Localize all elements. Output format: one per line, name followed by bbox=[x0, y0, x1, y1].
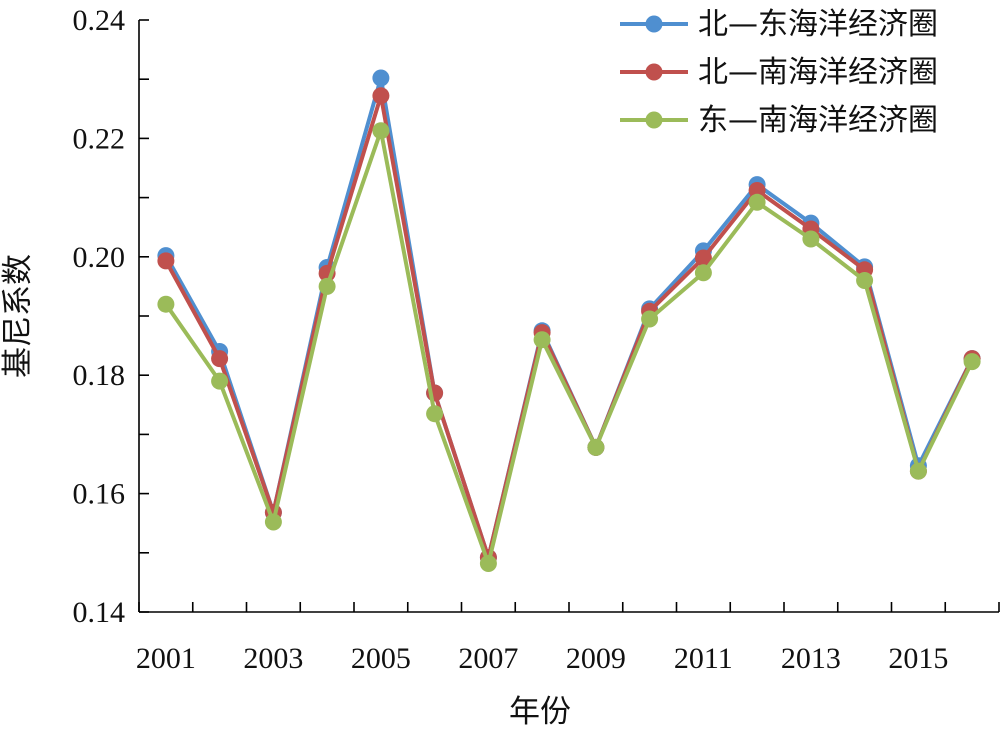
data-point bbox=[748, 193, 766, 211]
series-line bbox=[164, 76, 974, 560]
data-point bbox=[211, 350, 229, 368]
y-tick-label: 0.18 bbox=[73, 359, 126, 392]
data-point bbox=[426, 405, 444, 423]
data-point bbox=[641, 310, 659, 328]
data-point bbox=[157, 295, 175, 313]
x-tick-label: 2015 bbox=[888, 642, 948, 675]
data-point bbox=[211, 372, 229, 390]
data-point bbox=[264, 513, 282, 531]
y-axis-title: 基尼系数 bbox=[0, 254, 36, 378]
x-tick-label: 2001 bbox=[136, 642, 196, 675]
x-axis-title: 年份 bbox=[509, 694, 571, 730]
series-line bbox=[164, 93, 974, 560]
data-point bbox=[372, 87, 390, 105]
series-3 bbox=[157, 122, 981, 572]
x-tick-label: 2011 bbox=[674, 642, 733, 675]
data-point bbox=[694, 264, 712, 282]
x-tick-label: 2009 bbox=[566, 642, 626, 675]
data-point bbox=[318, 277, 336, 295]
data-point bbox=[748, 182, 766, 199]
series-line bbox=[164, 128, 974, 566]
legend-label: 北—东海洋经济圈 bbox=[698, 7, 938, 42]
y-axis-ticks: 0.14 0.16 0.18 0.20 0.22 0.24 bbox=[73, 4, 149, 629]
y-tick-label: 0.20 bbox=[73, 241, 126, 274]
data-point bbox=[372, 69, 390, 87]
legend-item: 北—东海洋经济圈 bbox=[620, 7, 938, 42]
data-point bbox=[372, 122, 390, 140]
y-tick-label: 0.24 bbox=[73, 4, 126, 37]
data-point bbox=[479, 555, 497, 572]
data-point bbox=[533, 331, 551, 349]
data-point bbox=[909, 462, 927, 480]
y-tick-label: 0.22 bbox=[73, 122, 126, 155]
legend-marker bbox=[645, 63, 663, 81]
data-point bbox=[963, 353, 981, 371]
y-tick-label: 0.16 bbox=[73, 478, 126, 511]
x-axis-ticks: 2001 2003 2005 2007 2009 2011 2013 2015 bbox=[136, 602, 1000, 675]
y-tick-label: 0.14 bbox=[73, 596, 126, 629]
legend-item: 北—南海洋经济圈 bbox=[620, 55, 938, 90]
data-point bbox=[802, 230, 820, 248]
x-tick-label: 2013 bbox=[781, 642, 841, 675]
legend-label: 东—南海洋经济圈 bbox=[698, 103, 938, 138]
data-point bbox=[856, 272, 874, 289]
data-point bbox=[694, 249, 712, 267]
legend-label: 北—南海洋经济圈 bbox=[698, 55, 938, 90]
x-tick-label: 2007 bbox=[458, 642, 518, 675]
series-layer bbox=[157, 69, 981, 572]
legend-marker bbox=[645, 111, 663, 129]
legend-marker bbox=[645, 15, 663, 33]
data-point bbox=[157, 252, 175, 270]
x-tick-label: 2005 bbox=[351, 642, 411, 675]
legend-item: 东—南海洋经济圈 bbox=[620, 103, 938, 138]
x-tick-label: 2003 bbox=[243, 642, 303, 675]
data-point bbox=[587, 438, 605, 456]
